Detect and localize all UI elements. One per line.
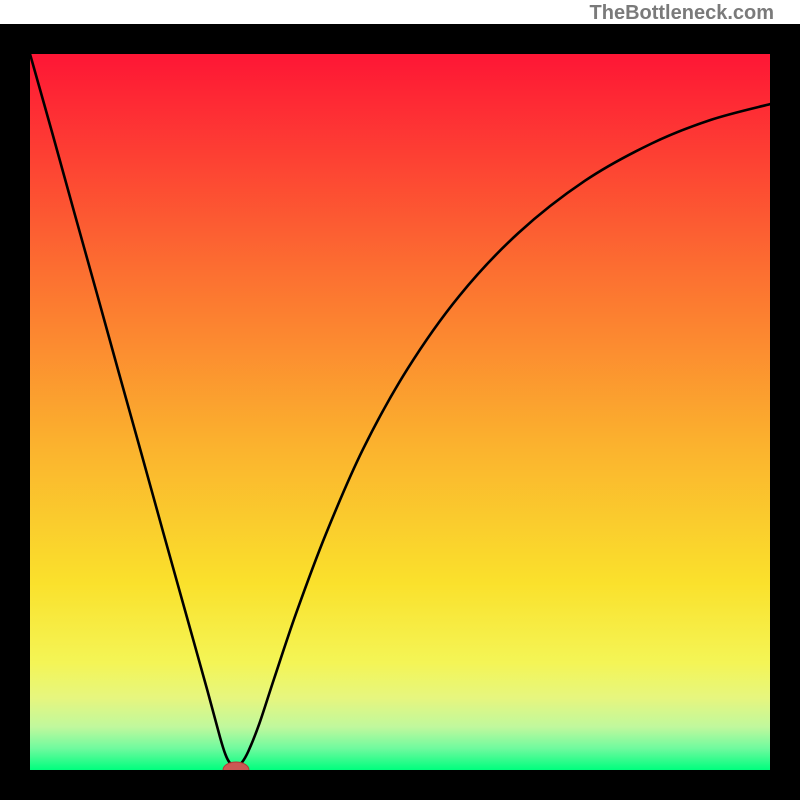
bottleneck-curve: [30, 54, 770, 770]
plot-area: [30, 54, 770, 770]
watermark-text: TheBottleneck.com: [590, 2, 774, 25]
minimum-marker: [221, 760, 251, 770]
